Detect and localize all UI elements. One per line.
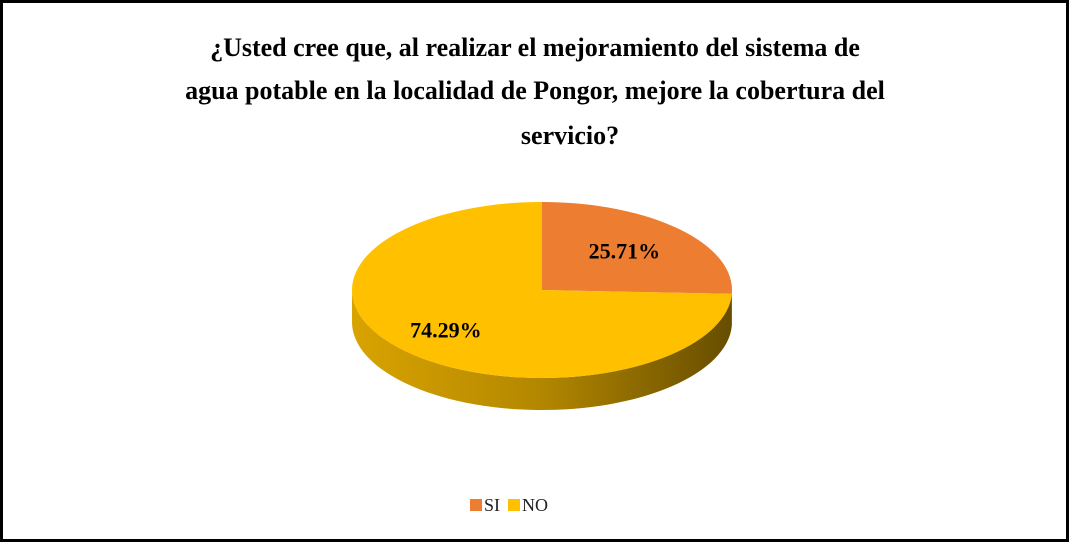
data-label: 25.71%: [589, 239, 661, 264]
legend-label: NO: [522, 495, 548, 515]
legend-swatch: [508, 499, 520, 511]
data-label: 74.29%: [410, 318, 482, 343]
chart-title: ¿Usted cree que, al realizar el mejorami…: [210, 33, 860, 62]
legend-label: SI: [484, 495, 500, 515]
chart-title: servicio?: [521, 121, 619, 150]
chart-title: agua potable en la localidad de Pongor, …: [185, 76, 885, 105]
legend-swatch: [470, 499, 482, 511]
